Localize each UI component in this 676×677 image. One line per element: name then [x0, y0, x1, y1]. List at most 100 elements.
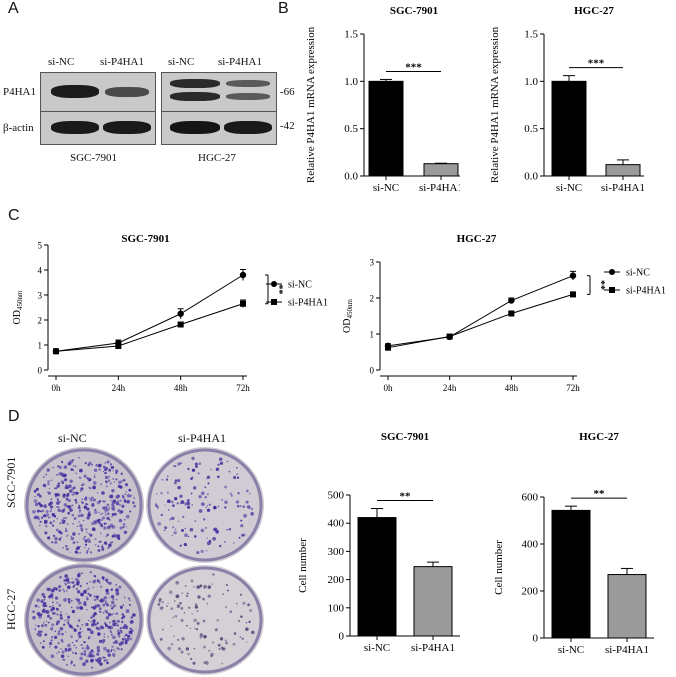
colony-dot [233, 542, 235, 544]
colony-dot [88, 497, 90, 499]
colony-dot [239, 593, 243, 596]
colony-dot [66, 619, 68, 621]
colony-dot [70, 660, 73, 663]
x-tick-label: si-P4HA1 [411, 642, 455, 654]
x-tick-label: 72h [236, 383, 250, 393]
colony-dot [69, 624, 73, 629]
x-tick-label: si-NC [558, 644, 584, 656]
colony-dot [178, 647, 181, 651]
colony-dot [67, 499, 71, 503]
colony-dot [58, 589, 62, 592]
colony-dot [80, 592, 84, 597]
colony-dot [111, 515, 113, 518]
colony-dot [107, 653, 111, 657]
colony-dot [73, 627, 75, 630]
colony-dot [216, 475, 220, 479]
colony-dot [210, 652, 214, 657]
colony-dot [246, 641, 248, 643]
x-tick-label: si-P4HA1 [419, 182, 460, 194]
colony-dot [122, 604, 125, 606]
colony-dot [69, 479, 73, 483]
colony-dot [67, 619, 70, 622]
colony-dot [86, 589, 88, 591]
colony-dot [87, 619, 90, 622]
chart-title: HGC-27 [579, 431, 619, 443]
colony-dot [50, 479, 53, 481]
colony-dot [86, 655, 88, 657]
colony-dot [58, 465, 62, 470]
colony-dot [43, 595, 46, 599]
colony-dot [206, 505, 209, 507]
colony-dot [50, 498, 53, 501]
colony-dot [115, 612, 119, 615]
colony-dot [125, 633, 128, 637]
legend-label: si-P4HA1 [288, 298, 328, 309]
y-tick-label: 0 [38, 366, 43, 376]
colony-dot [51, 513, 55, 517]
colony-dot [115, 478, 118, 481]
colony-dot [67, 512, 70, 515]
colony-dot [55, 487, 58, 490]
colony-dot [57, 642, 60, 645]
colony-dot [194, 627, 196, 630]
colony-dot [43, 504, 47, 508]
colony-dot [89, 498, 92, 501]
colony-dot [185, 647, 190, 651]
colony-dot [107, 636, 109, 638]
colony-dot [71, 513, 75, 517]
colony-dot [88, 651, 93, 655]
colony-dot [97, 518, 101, 523]
colony-dot [40, 642, 42, 644]
colony-dot [62, 546, 65, 549]
colony-dot [224, 639, 227, 642]
colony-dot [71, 578, 73, 580]
colony-dot [99, 522, 103, 526]
colony-dot [159, 638, 163, 641]
colony-dot [70, 635, 73, 638]
colony-dot [59, 610, 62, 614]
colony-dot [120, 472, 123, 475]
colony-dot [60, 654, 65, 659]
colony-dot [219, 461, 224, 465]
colony-dot [93, 520, 97, 525]
colony-dot [51, 623, 55, 627]
panel-label-a: A [8, 0, 19, 17]
colony-dot [111, 652, 116, 657]
colony-dot [212, 573, 215, 576]
colony-dot [79, 545, 82, 548]
colony-dot [180, 462, 182, 465]
colony-dot [49, 645, 51, 648]
colony-dot [54, 536, 58, 541]
panel-label-b: B [278, 0, 289, 17]
point-si-NC [569, 272, 577, 279]
dish-rim [25, 564, 143, 676]
colony-dot [170, 607, 174, 611]
y-tick-label: 0.5 [524, 123, 538, 135]
colony-dot [33, 489, 37, 493]
colony-dot [56, 601, 59, 604]
blot-sgc-actin [40, 111, 156, 145]
colony-dot [109, 519, 111, 521]
colony-dot [117, 500, 120, 502]
colony-dot [129, 599, 131, 602]
colony-dot [171, 534, 173, 537]
colony-dot [34, 624, 37, 627]
colony-dot [74, 652, 78, 655]
colony-dot [105, 600, 107, 602]
colony-dot [105, 578, 109, 582]
colony-dot [108, 506, 110, 508]
colony-dot [112, 642, 115, 644]
colony-dot [123, 518, 126, 521]
colony-dot [44, 599, 46, 601]
colony-dot [197, 472, 200, 475]
colony-dot [236, 504, 240, 508]
colony-dot [182, 515, 185, 519]
colony-dot [218, 544, 222, 548]
colony-dot [75, 598, 77, 600]
colony-dot [43, 601, 47, 606]
colony-dot [54, 630, 57, 633]
colony-dot [106, 481, 108, 484]
colony-dot [83, 641, 86, 644]
colony-dot [179, 601, 182, 605]
colony-dot [71, 487, 75, 491]
